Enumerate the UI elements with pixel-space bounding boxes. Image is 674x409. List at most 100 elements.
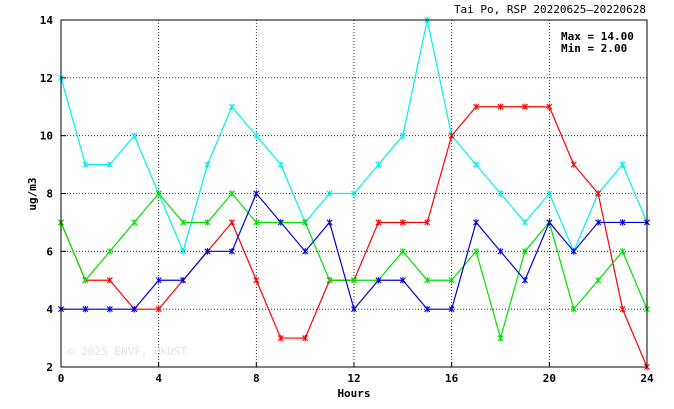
data-point — [570, 161, 577, 168]
y-tick-label: 2 — [46, 361, 53, 374]
data-point — [204, 161, 211, 168]
data-point — [277, 161, 284, 168]
data-point — [106, 277, 113, 284]
data-point — [277, 219, 284, 226]
data-point — [595, 219, 602, 226]
data-point — [302, 334, 309, 342]
data-point — [253, 190, 260, 197]
data-point — [155, 305, 162, 313]
data-point — [546, 103, 553, 110]
data-point — [326, 277, 333, 284]
data-point — [351, 277, 357, 284]
x-tick-label: 20 — [543, 372, 556, 385]
x-tick-label: 12 — [347, 372, 360, 385]
data-point — [228, 190, 235, 197]
data-point — [619, 248, 626, 255]
data-point — [180, 277, 187, 284]
chart-title: Tai Po, RSP 20220625–20220628 — [454, 3, 646, 16]
data-point — [546, 219, 553, 226]
data-point — [448, 305, 455, 313]
data-point — [326, 219, 333, 226]
data-point — [82, 161, 89, 168]
data-point — [497, 334, 504, 342]
min-label: Min = 2.00 — [561, 42, 627, 55]
y-tick-label: 4 — [46, 303, 53, 316]
data-point — [473, 103, 480, 110]
data-point — [302, 219, 309, 226]
data-point — [595, 190, 602, 197]
y-tick-label: 8 — [46, 188, 53, 201]
y-tick-label: 14 — [40, 14, 54, 27]
data-point — [106, 305, 113, 313]
x-axis-label: Hours — [337, 387, 370, 400]
data-point — [399, 248, 406, 255]
data-point — [473, 219, 480, 226]
data-point — [253, 132, 260, 139]
data-point — [180, 219, 187, 226]
x-tick-label: 16 — [445, 372, 459, 385]
data-point — [497, 248, 504, 255]
data-point — [326, 190, 333, 197]
data-point — [521, 219, 528, 226]
data-point — [277, 334, 284, 342]
y-tick-label: 6 — [46, 245, 53, 258]
x-tick-label: 0 — [58, 372, 65, 385]
data-point — [424, 305, 431, 313]
data-point — [521, 103, 528, 110]
data-point — [497, 103, 504, 110]
max-label: Max = 14.00 — [561, 30, 634, 43]
data-point — [302, 248, 309, 255]
watermark: © 2025 ENVF, HKUST — [68, 345, 188, 358]
data-point — [399, 277, 406, 284]
data-point — [619, 305, 626, 313]
data-point — [204, 248, 211, 255]
grid — [61, 20, 647, 367]
data-point — [497, 190, 504, 197]
data-point — [375, 277, 382, 284]
data-point — [424, 277, 431, 284]
y-tick-label: 12 — [40, 72, 53, 85]
data-point — [595, 277, 602, 284]
data-point — [106, 248, 113, 255]
data-point — [521, 277, 528, 284]
x-tick-label: 24 — [640, 372, 654, 385]
data-point — [351, 305, 357, 313]
data-point — [253, 277, 260, 284]
data-point — [570, 248, 577, 255]
x-tick-label: 4 — [155, 372, 162, 385]
data-point — [521, 248, 528, 255]
data-point — [155, 277, 162, 284]
data-point — [399, 219, 406, 226]
data-point — [131, 305, 138, 313]
data-point — [180, 248, 187, 255]
data-point — [375, 161, 382, 168]
data-point — [106, 161, 113, 168]
data-point — [619, 161, 626, 168]
data-point — [82, 305, 89, 313]
data-point — [253, 219, 260, 226]
data-point — [473, 248, 480, 255]
data-point — [228, 103, 235, 110]
y-tick-label: 10 — [40, 130, 53, 143]
data-point — [546, 190, 553, 197]
data-point — [448, 132, 455, 139]
y-axis-label: ug/m3 — [26, 177, 39, 210]
data-point — [155, 190, 162, 197]
x-tick-label: 8 — [253, 372, 260, 385]
series-layer — [58, 16, 650, 371]
data-point — [473, 161, 480, 168]
data-point — [131, 132, 138, 139]
data-point — [204, 219, 211, 226]
data-point — [228, 248, 235, 255]
data-point — [448, 277, 455, 284]
data-point — [570, 305, 577, 313]
data-point — [424, 219, 431, 226]
data-point — [131, 219, 138, 226]
data-point — [351, 190, 357, 197]
data-point — [82, 277, 89, 284]
data-point — [619, 219, 626, 226]
data-point — [375, 219, 382, 226]
data-point — [228, 219, 235, 226]
